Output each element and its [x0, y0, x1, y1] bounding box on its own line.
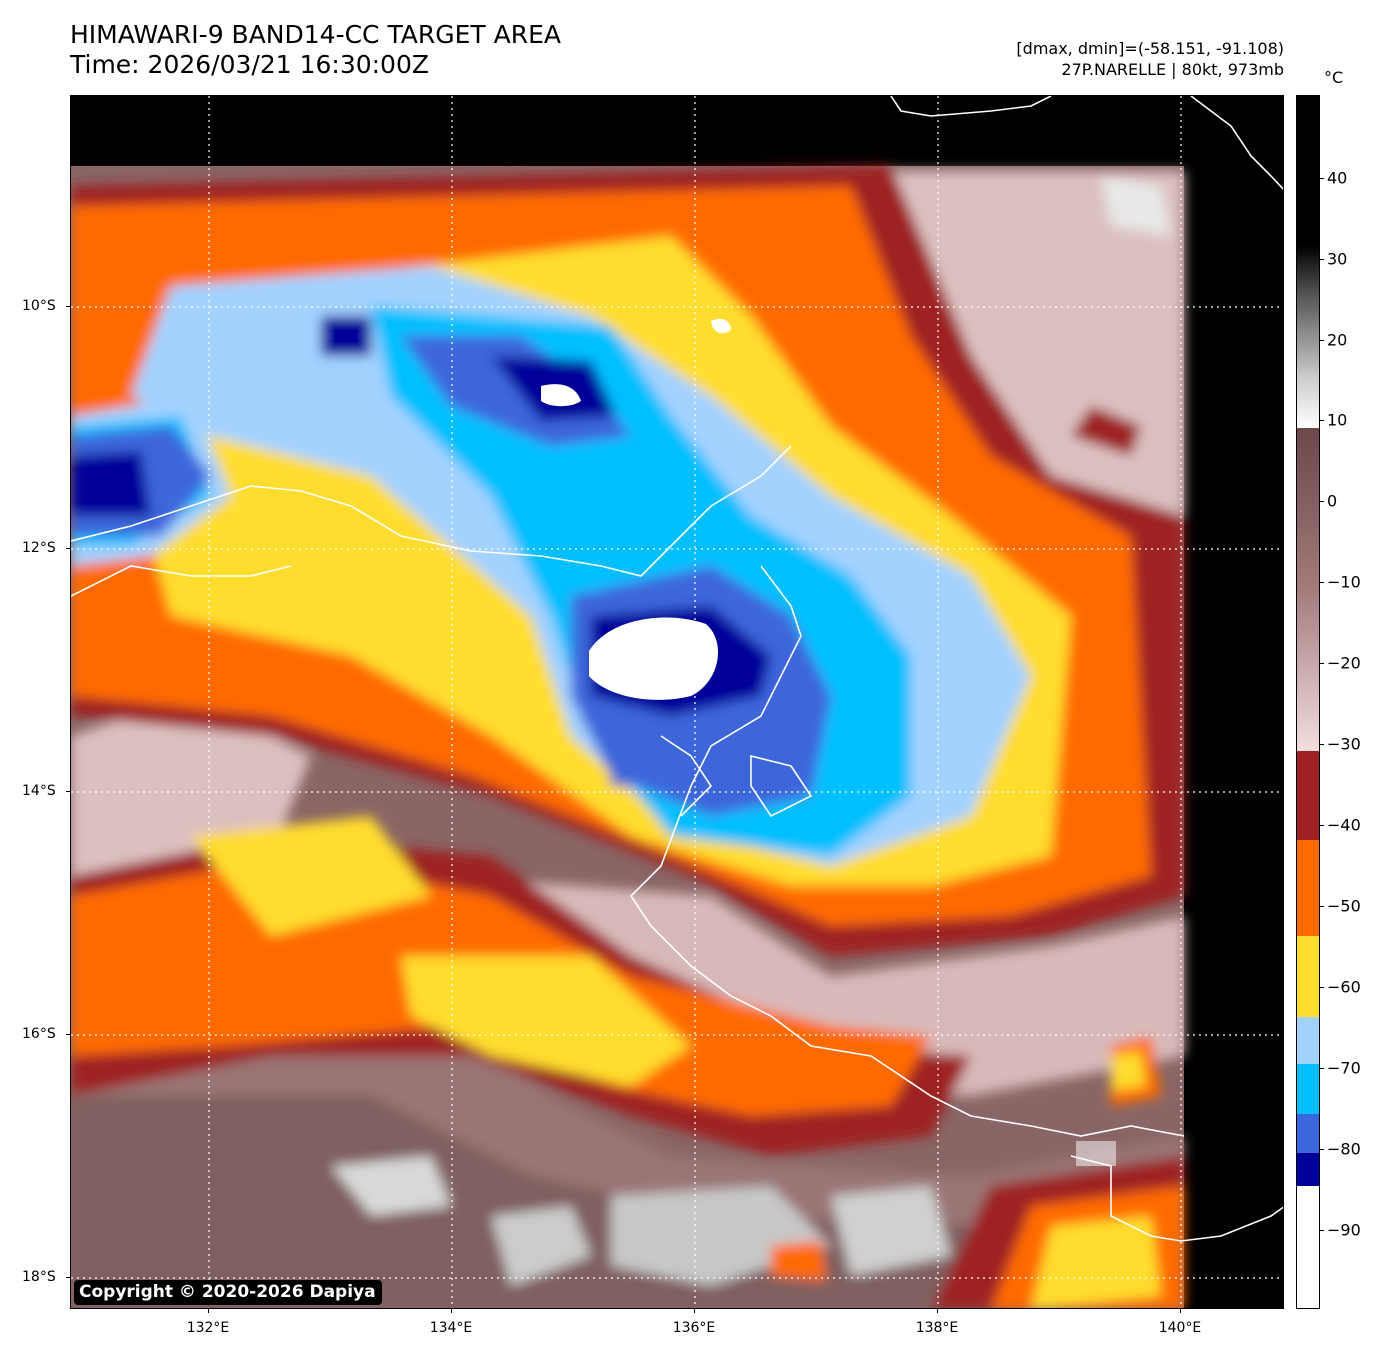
- storm-info: [dmax, dmin]=(-58.151, -91.108) 27P.NARE…: [1016, 38, 1284, 80]
- lat-label-18s: 18°S: [22, 1269, 56, 1285]
- graticule: [71, 96, 1283, 1308]
- colorbar-label-minus-70: −70: [1327, 1058, 1361, 1078]
- colorbar-tick: [1320, 663, 1324, 664]
- colorbar-label-minus-10: −10: [1327, 572, 1361, 592]
- coastline: [71, 96, 1283, 1242]
- lat-label-12s: 12°S: [22, 540, 56, 556]
- lat-tick: [66, 548, 70, 549]
- colorbar-label-minus-60: −60: [1327, 977, 1361, 997]
- lon-label-136e: 136°E: [672, 1320, 716, 1336]
- lon-tick: [1180, 1309, 1181, 1313]
- lat-tick: [66, 791, 70, 792]
- colorbar-label-minus-90: −90: [1327, 1220, 1361, 1240]
- colorbar-label-minus-50: −50: [1327, 896, 1361, 916]
- satellite-map: Copyright © 2020-2026 Dapiya: [70, 95, 1284, 1309]
- colorbar-label-20: 20: [1327, 330, 1348, 350]
- colorbar-tick: [1320, 420, 1324, 421]
- colorbar-label-10: 10: [1327, 410, 1348, 430]
- range-line: [dmax, dmin]=(-58.151, -91.108): [1016, 39, 1284, 58]
- colorbar-label-minus-80: −80: [1327, 1139, 1361, 1159]
- lat-tick: [66, 1277, 70, 1278]
- colorbar-tick: [1320, 1149, 1324, 1150]
- storm-line: 27P.NARELLE | 80kt, 973mb: [1061, 60, 1284, 79]
- lat-tick: [66, 1034, 70, 1035]
- colorbar-tick: [1320, 744, 1324, 745]
- copyright-notice: Copyright © 2020-2026 Dapiya: [74, 1280, 382, 1305]
- colorbar-label-0: 0: [1327, 491, 1338, 511]
- colorbar-tick: [1320, 340, 1324, 341]
- lat-label-10s: 10°S: [22, 298, 56, 314]
- satellite-imagery: [71, 96, 1283, 1308]
- lon-label-132e: 132°E: [186, 1320, 230, 1336]
- colorbar-tick: [1320, 178, 1324, 179]
- colorbar-tick: [1320, 501, 1324, 502]
- colorbar-tick: [1320, 259, 1324, 260]
- colorbar-tick: [1320, 582, 1324, 583]
- colorbar-label-minus-20: −20: [1327, 653, 1361, 673]
- colorbar-label-30: 30: [1327, 249, 1348, 269]
- lat-label-14s: 14°S: [22, 783, 56, 799]
- lat-label-16s: 16°S: [22, 1026, 56, 1042]
- figure-title: HIMAWARI-9 BAND14-CC TARGET AREA Time: 2…: [70, 20, 561, 80]
- lon-label-140e: 140°E: [1158, 1320, 1202, 1336]
- lon-label-138e: 138°E: [915, 1320, 959, 1336]
- lon-tick: [694, 1309, 695, 1313]
- colorbar: [1296, 95, 1320, 1309]
- colorbar-tick: [1320, 987, 1324, 988]
- colorbar-unit: °C: [1324, 68, 1344, 87]
- lat-tick: [66, 306, 70, 307]
- colorbar-tick: [1320, 1230, 1324, 1231]
- lon-tick: [208, 1309, 209, 1313]
- lon-tick: [937, 1309, 938, 1313]
- title-line-2: Time: 2026/03/21 16:30:00Z: [70, 50, 429, 79]
- colorbar-label-40: 40: [1327, 168, 1348, 188]
- colorbar-tick: [1320, 825, 1324, 826]
- lon-label-134e: 134°E: [429, 1320, 473, 1336]
- colorbar-label-minus-30: −30: [1327, 734, 1361, 754]
- colorbar-tick: [1320, 906, 1324, 907]
- title-line-1: HIMAWARI-9 BAND14-CC TARGET AREA: [70, 20, 562, 49]
- colorbar-tick: [1320, 1068, 1324, 1069]
- lon-tick: [451, 1309, 452, 1313]
- colorbar-label-minus-40: −40: [1327, 815, 1361, 835]
